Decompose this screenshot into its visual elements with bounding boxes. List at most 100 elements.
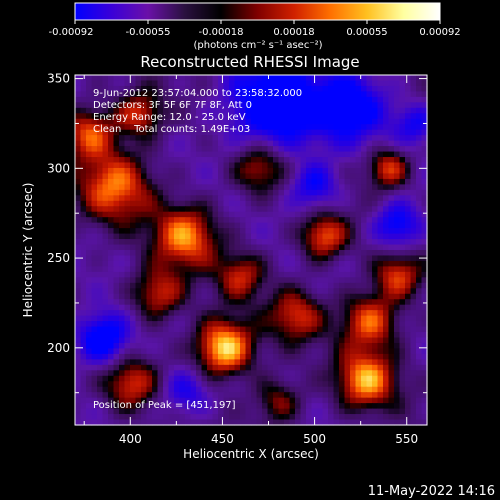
- heatmap-cell: [333, 310, 340, 317]
- heatmap-cell: [212, 222, 219, 229]
- heatmap-cell: [185, 277, 192, 284]
- heatmap-cell: [289, 315, 296, 322]
- heatmap-cell: [355, 381, 362, 388]
- heatmap-cell: [201, 332, 208, 339]
- heatmap-cell: [218, 326, 225, 333]
- heatmap-cell: [141, 173, 148, 180]
- heatmap-cell: [322, 239, 329, 246]
- heatmap-cell: [102, 107, 109, 114]
- heatmap-cell: [317, 157, 324, 164]
- heatmap-cell: [372, 293, 379, 300]
- heatmap-cell: [394, 91, 401, 98]
- heatmap-cell: [240, 113, 247, 120]
- heatmap-cell: [295, 167, 302, 175]
- heatmap-cell: [174, 288, 181, 295]
- heatmap-cell: [273, 288, 280, 295]
- heatmap-cell: [383, 353, 390, 360]
- heatmap-cell: [234, 337, 241, 344]
- heatmap-cell: [141, 304, 148, 311]
- heatmap-cell: [295, 91, 302, 98]
- heatmap-cell: [300, 381, 307, 388]
- heatmap-cell: [416, 96, 423, 103]
- heatmap-cell: [146, 178, 153, 185]
- heatmap-cell: [174, 157, 181, 164]
- heatmap-cell: [179, 419, 186, 426]
- heatmap-cell: [97, 118, 104, 125]
- heatmap-cell: [317, 353, 324, 360]
- heatmap-cell: [383, 326, 390, 333]
- heatmap-cell: [339, 233, 346, 240]
- heatmap-cell: [218, 167, 225, 175]
- heatmap-cell: [405, 91, 412, 98]
- heatmap-cell: [91, 85, 98, 93]
- heatmap-cell: [328, 85, 335, 93]
- heatmap-cell: [311, 173, 318, 180]
- heatmap-cell: [372, 282, 379, 289]
- heatmap-cell: [377, 293, 384, 300]
- heatmap-cell: [366, 157, 373, 164]
- heatmap-cell: [333, 397, 340, 404]
- heatmap-cell: [196, 392, 203, 399]
- heatmap-cell: [350, 239, 357, 246]
- heatmap-cell: [223, 250, 230, 257]
- heatmap-cell: [240, 167, 247, 175]
- heatmap-cell: [207, 239, 214, 246]
- heatmap-cell: [366, 184, 373, 191]
- heatmap-cell: [135, 217, 142, 224]
- heatmap-cell: [399, 386, 406, 393]
- heatmap-cell: [410, 310, 417, 317]
- heatmap-cell: [91, 157, 98, 164]
- heatmap-cell: [108, 271, 115, 278]
- heatmap-cell: [311, 337, 318, 344]
- heatmap-cell: [306, 293, 313, 300]
- heatmap-cell: [311, 206, 318, 213]
- heatmap-cell: [152, 397, 159, 404]
- heatmap-cell: [196, 135, 203, 142]
- heatmap-cell: [394, 200, 401, 207]
- heatmap-cell: [322, 162, 329, 169]
- heatmap-cell: [80, 348, 87, 355]
- heatmap-cell: [174, 80, 181, 87]
- heatmap-cell: [97, 151, 104, 158]
- heatmap-cell: [251, 151, 258, 158]
- heatmap-cell: [163, 157, 170, 164]
- heatmap-cell: [245, 140, 252, 147]
- heatmap-cell: [179, 91, 186, 98]
- heatmap-cell: [377, 206, 384, 213]
- heatmap-cell: [174, 304, 181, 311]
- heatmap-cell: [108, 326, 115, 333]
- heatmap-cell: [405, 260, 412, 268]
- heatmap-cell: [273, 250, 280, 257]
- heatmap-cell: [113, 375, 120, 382]
- heatmap-cell: [75, 228, 82, 235]
- heatmap-cell: [201, 195, 208, 202]
- heatmap-cell: [328, 375, 335, 382]
- heatmap-cell: [240, 244, 247, 251]
- heatmap-cell: [223, 370, 230, 377]
- heatmap-cell: [267, 244, 274, 251]
- heatmap-cell: [278, 239, 285, 246]
- heatmap-cell: [361, 408, 368, 415]
- heatmap-cell: [306, 342, 313, 350]
- heatmap-cell: [108, 239, 115, 246]
- heatmap-cell: [163, 167, 170, 175]
- heatmap-cell: [399, 332, 406, 339]
- heatmap-cell: [163, 332, 170, 339]
- heatmap-cell: [317, 342, 324, 350]
- colorbar-ticks: -0.00092 -0.00055 -0.00018 0.00018 0.00055 0.…: [49, 20, 461, 38]
- heatmap-cell: [141, 315, 148, 322]
- heatmap-cell: [146, 239, 153, 246]
- heatmap-cell: [350, 228, 357, 235]
- heatmap-cell: [108, 260, 115, 268]
- heatmap-cell: [80, 178, 87, 185]
- heatmap-cell: [350, 326, 357, 333]
- heatmap-cell: [201, 200, 208, 207]
- heatmap-cell: [218, 408, 225, 415]
- heatmap-cell: [201, 293, 208, 300]
- heatmap-cell: [421, 326, 428, 333]
- heatmap-cell: [361, 167, 368, 175]
- heatmap-cell: [339, 266, 346, 273]
- heatmap-cell: [355, 315, 362, 322]
- heatmap-cell: [355, 386, 362, 393]
- heatmap-cell: [421, 337, 428, 344]
